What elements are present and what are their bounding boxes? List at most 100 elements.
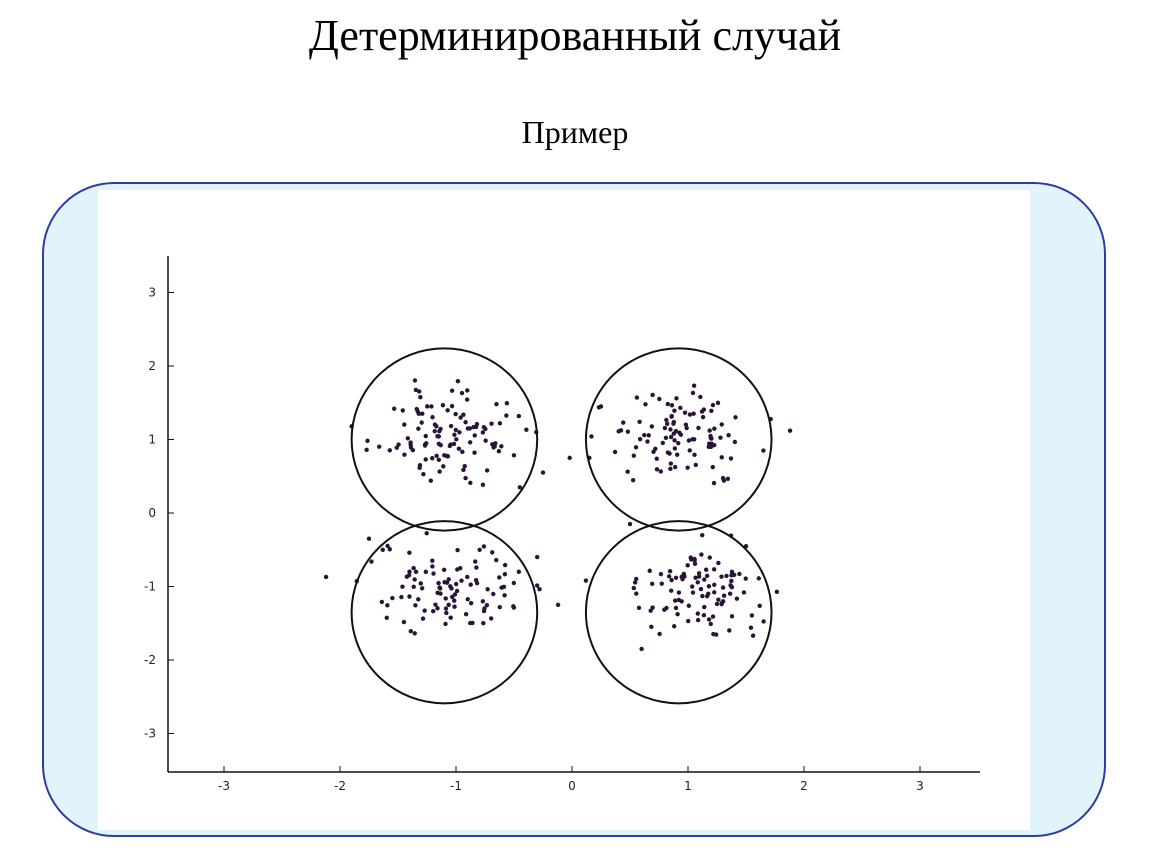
data-point	[671, 624, 677, 629]
data-point	[634, 591, 639, 596]
data-point	[668, 466, 673, 472]
data-point	[465, 597, 470, 602]
data-point	[481, 544, 487, 549]
x-tick-label: 3	[916, 779, 924, 793]
data-point	[685, 465, 690, 470]
data-point	[419, 586, 425, 591]
data-point	[377, 444, 382, 449]
data-point	[633, 445, 639, 450]
x-tick-label: 0	[568, 779, 576, 793]
data-point	[734, 596, 740, 601]
data-point	[702, 604, 707, 610]
data-point	[535, 554, 540, 560]
data-point	[400, 584, 405, 589]
data-point	[474, 421, 480, 427]
data-point	[428, 478, 434, 483]
data-point	[688, 555, 693, 560]
data-point	[757, 603, 762, 609]
data-point	[668, 461, 674, 466]
data-point	[729, 578, 734, 584]
data-point	[449, 388, 455, 393]
data-point	[499, 444, 504, 449]
data-point	[418, 395, 423, 400]
data-point	[703, 567, 709, 572]
data-point	[413, 387, 419, 393]
data-point	[695, 580, 700, 585]
data-point	[698, 394, 703, 400]
data-point	[647, 568, 652, 573]
data-point	[405, 436, 410, 441]
data-point	[430, 558, 435, 563]
data-point	[685, 618, 691, 624]
data-point	[454, 588, 460, 594]
data-point	[719, 422, 724, 427]
data-point	[453, 427, 459, 433]
data-point	[385, 543, 390, 549]
data-point	[448, 584, 453, 589]
data-point	[407, 550, 412, 555]
data-point	[465, 574, 470, 580]
data-point	[429, 404, 434, 409]
data-point	[537, 586, 542, 592]
data-point	[491, 591, 496, 597]
data-point	[369, 559, 374, 564]
data-point	[701, 613, 707, 618]
data-point	[616, 429, 621, 434]
data-point	[413, 603, 418, 608]
data-point	[516, 569, 522, 574]
data-point	[364, 447, 369, 453]
x-tick-label: -3	[218, 779, 230, 793]
data-point	[402, 422, 407, 427]
data-point	[437, 469, 442, 474]
data-point	[787, 428, 793, 433]
data-point	[434, 453, 439, 458]
data-point	[654, 456, 659, 461]
data-point	[692, 452, 697, 458]
data-point	[399, 594, 404, 600]
data-point	[455, 547, 460, 553]
data-point	[671, 421, 676, 426]
data-point	[435, 590, 440, 596]
data-point	[436, 457, 442, 463]
data-point	[411, 584, 416, 589]
data-point	[708, 621, 713, 627]
data-point	[728, 583, 733, 588]
data-point	[716, 597, 721, 602]
data-point	[448, 442, 453, 447]
data-point	[696, 425, 701, 431]
data-point	[404, 574, 410, 579]
data-point	[666, 574, 672, 579]
data-point	[422, 608, 427, 613]
data-point	[461, 467, 466, 473]
data-point	[365, 438, 370, 444]
data-point	[411, 565, 416, 571]
data-point	[380, 547, 385, 553]
data-point	[445, 408, 450, 413]
data-point	[637, 419, 642, 425]
data-point	[446, 602, 451, 608]
page-title: Детерминированный случай	[308, 11, 842, 60]
data-point	[441, 464, 446, 469]
data-point	[440, 403, 446, 408]
data-point	[379, 599, 385, 605]
data-point	[668, 427, 673, 432]
data-point	[700, 593, 705, 599]
data-point	[715, 400, 721, 406]
data-point	[468, 480, 473, 486]
data-point	[420, 411, 425, 416]
data-point	[459, 390, 465, 396]
data-point	[385, 603, 390, 608]
data-point	[706, 617, 712, 622]
data-point	[654, 467, 660, 472]
axes	[167, 256, 980, 773]
data-point	[456, 446, 462, 451]
data-point	[419, 420, 424, 425]
data-point	[631, 585, 637, 591]
y-tick-label: 1	[148, 433, 156, 447]
data-point	[390, 595, 395, 601]
data-point	[664, 417, 669, 423]
data-point	[727, 591, 733, 596]
data-point	[472, 450, 477, 455]
data-point	[684, 425, 689, 431]
data-point	[430, 609, 436, 614]
